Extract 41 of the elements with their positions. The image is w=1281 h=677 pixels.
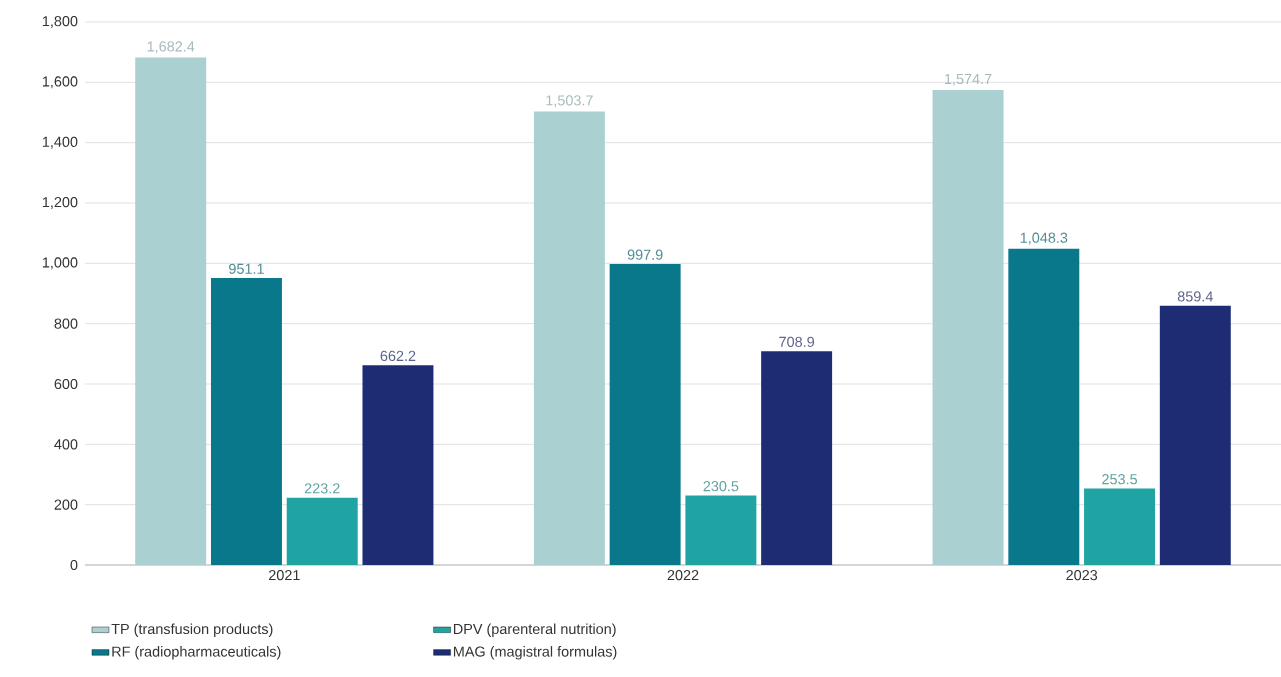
- bar: [932, 89, 1004, 565]
- y-tick-label: 1,600: [42, 76, 78, 89]
- data-label: 223.2: [304, 483, 340, 494]
- bar: [1084, 488, 1156, 565]
- y-tick-label: 400: [54, 439, 78, 450]
- bar: [1008, 248, 1080, 565]
- data-label: 1,574.7: [945, 73, 992, 86]
- data-label: 859.4: [1177, 291, 1213, 302]
- data-label: 230.5: [703, 481, 739, 492]
- data-label: 662.2: [380, 350, 416, 362]
- y-tick-label: 1,400: [42, 136, 78, 149]
- data-label: 951.1: [229, 263, 264, 274]
- legend-label: MAG (magistral formulas): [453, 646, 617, 660]
- bar: [685, 495, 757, 565]
- y-tick-label: 800: [54, 318, 78, 329]
- bar: [1159, 305, 1231, 565]
- legend-label: TP (transfusion products): [111, 623, 273, 637]
- y-tick-label: 200: [54, 499, 78, 510]
- data-label: 253.5: [1102, 474, 1138, 485]
- legend-label: DPV (parenteral nutrition): [453, 623, 616, 637]
- data-label: 1,048.3: [1020, 232, 1068, 245]
- x-tick-label: 2022: [667, 570, 699, 581]
- data-label: 997.9: [627, 249, 663, 260]
- bar: [286, 497, 358, 565]
- bar: [533, 111, 605, 565]
- y-tick-label: 600: [54, 378, 78, 390]
- y-tick-label: 1,000: [42, 257, 78, 270]
- bar: [761, 351, 833, 565]
- y-tick-label: 1,200: [42, 197, 78, 209]
- data-label: 708.9: [779, 336, 815, 347]
- y-tick-label: 0: [70, 559, 78, 571]
- bar: [362, 365, 434, 565]
- data-label: 1,682.4: [147, 41, 195, 54]
- bar: [210, 278, 282, 565]
- bar: [609, 263, 681, 565]
- bar: [135, 57, 207, 565]
- x-tick-label: 2021: [269, 570, 300, 581]
- x-tick-label: 2023: [1066, 570, 1098, 581]
- legend-label: RF (radiopharmaceuticals): [112, 646, 281, 660]
- data-label: 1,503.7: [546, 95, 593, 108]
- y-tick-label: 1,800: [42, 16, 78, 28]
